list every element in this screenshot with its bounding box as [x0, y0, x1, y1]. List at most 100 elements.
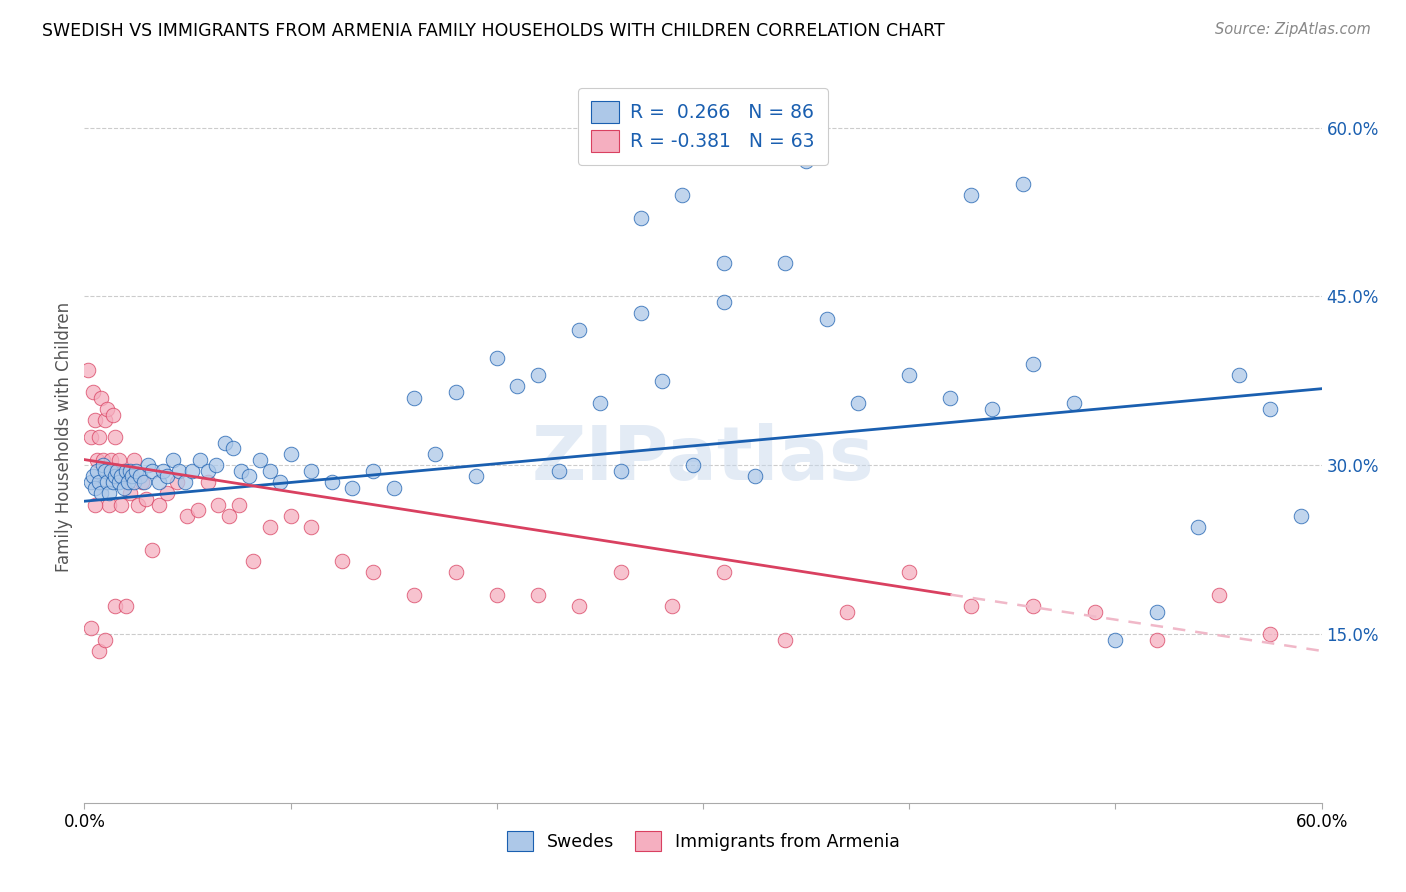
Point [105, 464, 128, 478]
Point [174, 475, 197, 489]
Point [1289, 508, 1312, 523]
Point [980, 401, 1002, 416]
Point [713, 565, 735, 579]
Point [222, 442, 245, 456]
Point [259, 464, 281, 478]
Point [125, 464, 148, 478]
Point [775, 255, 797, 269]
Point [837, 605, 859, 619]
Point [162, 452, 184, 467]
Text: Source: ZipAtlas.com: Source: ZipAtlas.com [1215, 22, 1371, 37]
Point [960, 599, 983, 613]
Point [86, 464, 108, 478]
Point [361, 565, 384, 579]
Point [207, 498, 229, 512]
Point [1146, 632, 1168, 647]
Point [166, 475, 188, 489]
Point [444, 385, 467, 400]
Point [238, 469, 260, 483]
Point [330, 554, 353, 568]
Point [98, 486, 121, 500]
Point [609, 565, 631, 579]
Point [815, 312, 838, 326]
Point [90, 486, 112, 500]
Point [1104, 632, 1126, 647]
Point [1187, 520, 1209, 534]
Point [83, 413, 105, 427]
Point [280, 508, 302, 523]
Point [485, 351, 508, 366]
Point [87, 430, 110, 444]
Point [589, 396, 612, 410]
Point [148, 498, 170, 512]
Point [83, 481, 105, 495]
Point [527, 368, 550, 383]
Point [898, 368, 921, 383]
Point [651, 374, 673, 388]
Point [105, 464, 128, 478]
Point [960, 188, 983, 202]
Point [114, 469, 136, 483]
Point [82, 469, 104, 483]
Point [148, 475, 170, 489]
Point [568, 323, 591, 337]
Point [91, 458, 114, 473]
Point [141, 542, 163, 557]
Point [108, 475, 131, 489]
Point [96, 401, 118, 416]
Point [671, 188, 693, 202]
Point [117, 475, 139, 489]
Point [485, 588, 508, 602]
Point [404, 391, 426, 405]
Point [259, 520, 281, 534]
Point [404, 588, 426, 602]
Point [103, 408, 125, 422]
Point [242, 554, 264, 568]
Point [176, 508, 198, 523]
Point [110, 498, 132, 512]
Point [218, 508, 240, 523]
Text: ZIPatlas: ZIPatlas [531, 423, 875, 496]
Point [152, 464, 174, 478]
Point [299, 464, 322, 478]
Point [1022, 357, 1045, 371]
Point [547, 464, 569, 478]
Point [156, 486, 179, 500]
Point [136, 458, 159, 473]
Point [87, 644, 110, 658]
Point [100, 452, 122, 467]
Point [661, 599, 683, 613]
Point [228, 498, 250, 512]
Point [114, 599, 136, 613]
Legend: Swedes, Immigrants from Armenia: Swedes, Immigrants from Armenia [498, 822, 908, 860]
Point [342, 481, 364, 495]
Point [1022, 599, 1045, 613]
Point [197, 475, 219, 489]
Point [465, 469, 488, 483]
Point [280, 447, 302, 461]
Point [110, 469, 132, 483]
Point [156, 469, 179, 483]
Point [180, 464, 202, 478]
Point [846, 396, 869, 410]
Point [744, 469, 766, 483]
Point [321, 475, 343, 489]
Point [1063, 396, 1085, 410]
Point [104, 599, 127, 613]
Point [898, 565, 921, 579]
Point [79, 475, 101, 489]
Point [77, 362, 100, 376]
Point [1011, 177, 1033, 191]
Point [527, 588, 550, 602]
Point [129, 469, 152, 483]
Point [630, 306, 652, 320]
Y-axis label: Family Households with Children: Family Households with Children [55, 302, 73, 572]
Point [94, 464, 117, 478]
Point [188, 452, 211, 467]
Point [269, 475, 291, 489]
Point [299, 520, 322, 534]
Point [82, 385, 104, 400]
Point [187, 503, 209, 517]
Point [229, 464, 252, 478]
Point [1227, 368, 1250, 383]
